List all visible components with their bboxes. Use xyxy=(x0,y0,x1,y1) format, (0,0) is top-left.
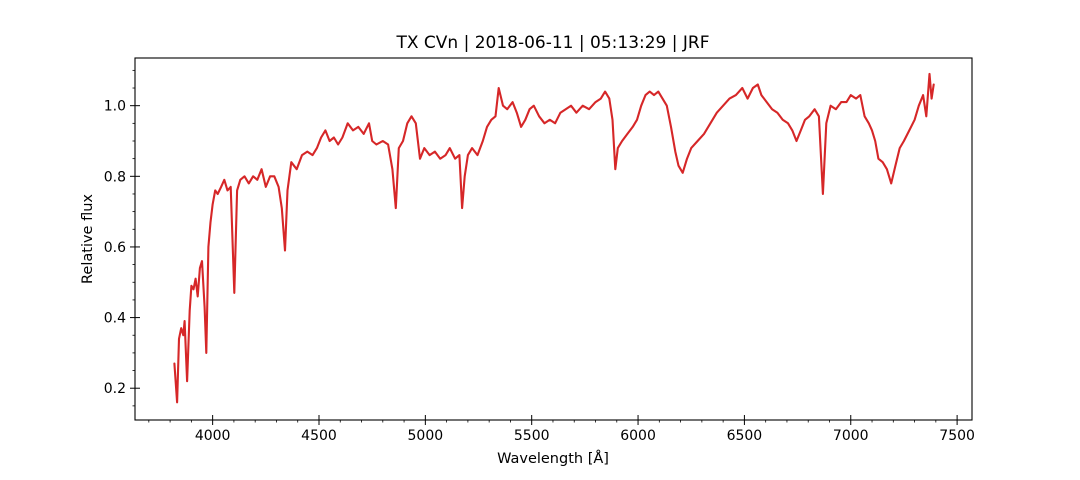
y-axis: 0.2 0.4 0.6 0.8 1.0 xyxy=(104,69,140,407)
x-tick-label: 6000 xyxy=(620,428,656,444)
y-axis-label: Relative flux xyxy=(80,194,96,284)
x-tick-label: 4000 xyxy=(195,428,231,444)
plot-frame xyxy=(134,57,973,421)
spectrum-line xyxy=(173,72,935,404)
x-axis: 4000 4500 5000 5500 6000 6500 7000 7500 xyxy=(148,415,975,444)
y-tick-label: 1.0 xyxy=(104,99,126,115)
x-tick-label: 6500 xyxy=(727,428,763,444)
y-tick-label: 0.6 xyxy=(104,240,126,256)
chart-title: TX CVn | 2018-06-11 | 05:13:29 | JRF xyxy=(395,33,709,53)
y-tick-label: 0.8 xyxy=(104,169,126,185)
plot-area xyxy=(173,72,935,404)
x-tick-label: 5500 xyxy=(514,428,550,444)
y-tick-label: 0.4 xyxy=(104,311,126,327)
x-axis-label: Wavelength [Å] xyxy=(497,450,609,467)
x-tick-label: 7500 xyxy=(939,428,975,444)
x-tick-label: 4500 xyxy=(301,428,337,444)
x-tick-label: 5000 xyxy=(408,428,444,444)
x-tick-label: 7000 xyxy=(833,428,869,444)
y-tick-label: 0.2 xyxy=(104,381,126,397)
